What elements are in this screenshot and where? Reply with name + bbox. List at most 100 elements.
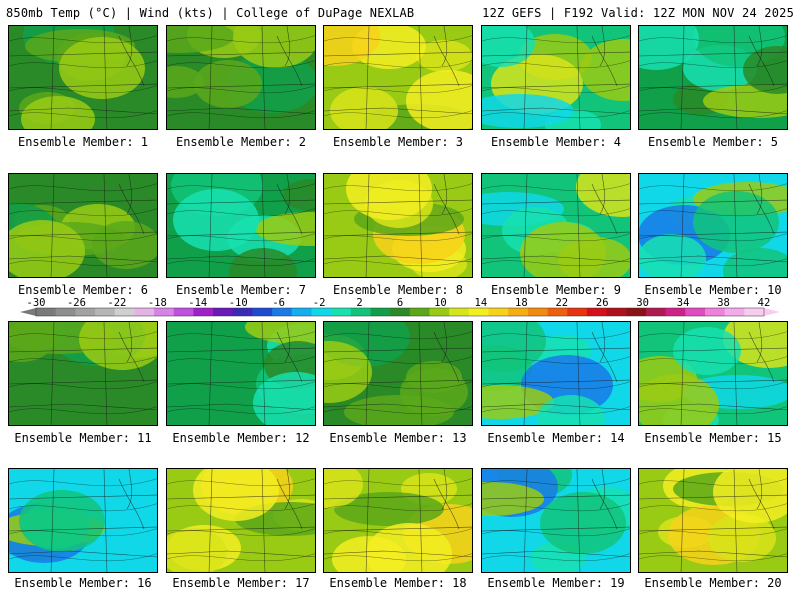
map-panel: [481, 321, 631, 426]
header-left-title: 850mb Temp (°C) | Wind (kts) | College o…: [6, 6, 415, 20]
colorbar-tick: 2: [356, 297, 363, 309]
colorbar-max-arrow: [764, 308, 780, 316]
ensemble-member-label: Ensemble Member: 14: [487, 431, 625, 445]
ensemble-member-label: Ensemble Member: 15: [644, 431, 782, 445]
temperature-map: [167, 322, 315, 425]
colorbar-swatch: [449, 308, 470, 316]
temperature-map: [639, 322, 787, 425]
temperature-map: [167, 26, 315, 129]
ensemble-member-label: Ensemble Member: 6: [17, 283, 149, 297]
temperature-map: [639, 469, 787, 572]
ensemble-member-label: Ensemble Member: 5: [647, 135, 779, 149]
colorbar-swatch: [154, 308, 175, 316]
ensemble-member-label: Ensemble Member: 17: [172, 576, 310, 590]
header: 850mb Temp (°C) | Wind (kts) | College o…: [0, 0, 800, 24]
map-panel: [638, 173, 788, 278]
colorbar-swatch: [547, 308, 568, 316]
colorbar-swatch: [645, 308, 667, 316]
map-panel: [323, 173, 473, 278]
colorbar-tick: 14: [474, 297, 488, 309]
colorbar-swatch: [488, 308, 509, 316]
colorbar-swatch: [370, 308, 391, 316]
map-panel: [481, 25, 631, 130]
colorbar-swatch: [665, 308, 686, 316]
colorbar-swatch: [586, 308, 608, 316]
temperature-map: [482, 322, 630, 425]
colorbar-swatch: [626, 308, 647, 316]
map-panel: [166, 173, 316, 278]
ensemble-member-label: Ensemble Member: 11: [14, 431, 152, 445]
map-panel: [323, 468, 473, 573]
ensemble-member-label: Ensemble Member: 18: [329, 576, 467, 590]
ensemble-member-label: Ensemble Member: 16: [14, 576, 152, 590]
temperature-map: [9, 469, 157, 572]
colorbar-tick: 22: [555, 297, 569, 309]
colorbar-tick: 26: [595, 297, 609, 309]
temperature-map: [482, 469, 630, 572]
ensemble-member-label: Ensemble Member: 9: [490, 283, 622, 297]
colorbar-swatch: [409, 308, 431, 316]
colorbar-swatch: [724, 308, 745, 316]
colorbar-swatch: [390, 308, 411, 316]
colorbar-swatch: [291, 308, 312, 316]
colorbar-swatch: [75, 308, 96, 316]
temperature-map: [9, 26, 157, 129]
colorbar-swatch: [134, 308, 155, 316]
map-panel: [8, 321, 158, 426]
ensemble-member-label: Ensemble Member: 7: [175, 283, 307, 297]
colorbar-swatch: [744, 308, 765, 316]
colorbar-tick: -10: [228, 297, 248, 309]
map-panel: [323, 321, 473, 426]
temperature-map: [482, 26, 630, 129]
colorbar-tick: -22: [107, 297, 127, 309]
temperature-map: [324, 469, 472, 572]
map-panel: [8, 468, 158, 573]
colorbar: [20, 307, 780, 317]
colorbar-tick: 6: [396, 297, 404, 309]
temperature-map: [9, 322, 157, 425]
ensemble-member-label: Ensemble Member: 19: [487, 576, 625, 590]
temperature-map: [324, 174, 472, 277]
ensemble-member-label: Ensemble Member: 3: [332, 135, 464, 149]
map-panel: [8, 25, 158, 130]
colorbar-tick: 30: [636, 297, 649, 309]
colorbar-swatch: [173, 308, 194, 316]
map-panel: [166, 25, 316, 130]
temperature-map: [167, 469, 315, 572]
ensemble-member-label: Ensemble Member: 8: [332, 283, 464, 297]
colorbar-swatch: [36, 308, 57, 316]
colorbar-swatch: [350, 308, 371, 316]
colorbar-swatch: [114, 308, 135, 316]
temperature-map: [639, 26, 787, 129]
colorbar-tick: -2: [312, 297, 326, 309]
map-panel: [638, 25, 788, 130]
map-panel: [481, 468, 631, 573]
ensemble-member-label: Ensemble Member: 20: [644, 576, 782, 590]
colorbar-swatch: [232, 308, 253, 316]
colorbar-swatch: [95, 308, 116, 316]
ensemble-member-label: Ensemble Member: 12: [172, 431, 310, 445]
map-panel: [323, 25, 473, 130]
colorbar-swatch: [567, 308, 588, 316]
colorbar-swatch: [272, 308, 293, 316]
temperature-map: [324, 322, 472, 425]
colorbar-tick: -14: [188, 297, 208, 309]
ensemble-member-label: Ensemble Member: 2: [175, 135, 307, 149]
colorbar-tick: 42: [757, 297, 771, 309]
colorbar-swatch: [508, 308, 529, 316]
colorbar-swatch: [252, 308, 273, 316]
temperature-map: [482, 174, 630, 277]
colorbar-tick: 18: [515, 297, 528, 309]
colorbar-swatch: [468, 308, 490, 316]
colorbar-swatch: [55, 308, 76, 316]
colorbar-tick: 34: [676, 297, 690, 309]
colorbar-tick: -18: [147, 297, 167, 309]
colorbar-swatch: [213, 308, 234, 316]
colorbar-tick: -6: [272, 297, 285, 309]
colorbar-min-arrow: [20, 308, 36, 316]
colorbar-tick: 10: [434, 297, 447, 309]
ensemble-member-label: Ensemble Member: 1: [17, 135, 149, 149]
temperature-map: [167, 174, 315, 277]
map-panel: [8, 173, 158, 278]
map-panel: [166, 321, 316, 426]
